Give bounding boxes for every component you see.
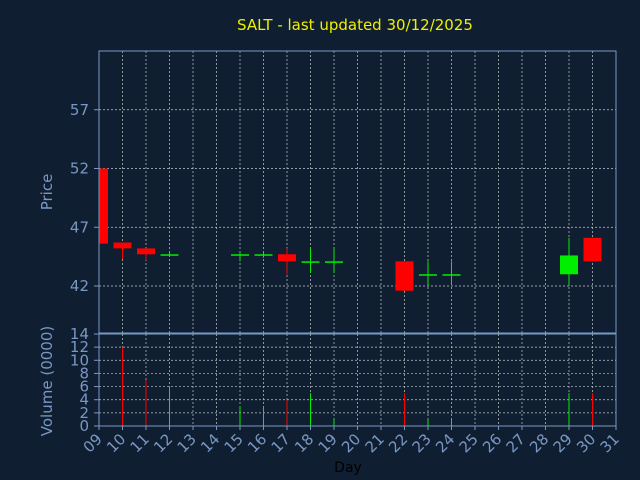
x-tick-label: 10 xyxy=(103,430,129,456)
x-tick-label: 25 xyxy=(456,430,482,456)
x-tick-label: 15 xyxy=(221,430,247,456)
candle-body xyxy=(442,274,461,276)
x-tick-label: 28 xyxy=(526,430,552,456)
chart-title: SALT - last updated 30/12/2025 xyxy=(237,16,473,34)
price-axis-label: Price xyxy=(38,174,56,211)
volume-tick-label: 2 xyxy=(79,404,89,422)
candle-body xyxy=(583,237,602,262)
volume-tick-label: 0 xyxy=(79,417,89,435)
x-tick-label: 26 xyxy=(479,430,505,456)
x-tick-label: 12 xyxy=(150,430,176,456)
x-tick-label: 11 xyxy=(127,430,153,456)
volume-tick-label: 12 xyxy=(70,338,89,356)
candle-body xyxy=(160,254,179,256)
x-tick-label: 16 xyxy=(244,430,270,456)
volume-axis-label: Volume (0000) xyxy=(38,326,56,436)
volume-tick-label: 8 xyxy=(79,364,89,382)
candle-body xyxy=(113,242,132,249)
x-tick-label: 14 xyxy=(197,430,223,456)
x-tick-label: 20 xyxy=(338,430,364,456)
price-tick-label: 52 xyxy=(70,160,89,178)
candle-body xyxy=(254,254,273,256)
x-axis-label: Day xyxy=(334,460,362,476)
candle-body xyxy=(560,255,578,275)
x-tick-label: 27 xyxy=(503,430,529,456)
candle-body xyxy=(325,261,343,263)
candle-body xyxy=(231,254,249,256)
x-tick-label: 24 xyxy=(432,430,458,456)
x-tick-label: 18 xyxy=(291,430,317,456)
volume-tick-label: 4 xyxy=(79,391,89,409)
x-tick-label: 31 xyxy=(597,430,623,456)
price-panel-frame xyxy=(98,50,617,334)
candle-body xyxy=(301,261,320,263)
x-tick-label: 22 xyxy=(385,430,411,456)
volume-tick-label: 6 xyxy=(79,378,89,396)
x-tick-label: 30 xyxy=(573,430,599,456)
candle-body xyxy=(278,254,296,262)
candle-body xyxy=(395,261,414,291)
x-tick-label: 23 xyxy=(409,430,435,456)
candle-body xyxy=(137,248,155,255)
x-tick-label: 19 xyxy=(315,430,341,456)
volume-tick-label: 14 xyxy=(70,325,89,343)
x-tick-label: 29 xyxy=(550,430,576,456)
x-tick-label: 21 xyxy=(362,430,388,456)
candle-body xyxy=(419,274,437,276)
price-tick-label: 47 xyxy=(70,218,89,236)
candle-body xyxy=(99,168,108,244)
price-tick-label: 42 xyxy=(70,277,89,295)
price-tick-label: 57 xyxy=(70,101,89,119)
x-tick-label: 17 xyxy=(268,430,294,456)
volume-tick-label: 10 xyxy=(70,351,89,369)
x-tick-label: 13 xyxy=(174,430,200,456)
